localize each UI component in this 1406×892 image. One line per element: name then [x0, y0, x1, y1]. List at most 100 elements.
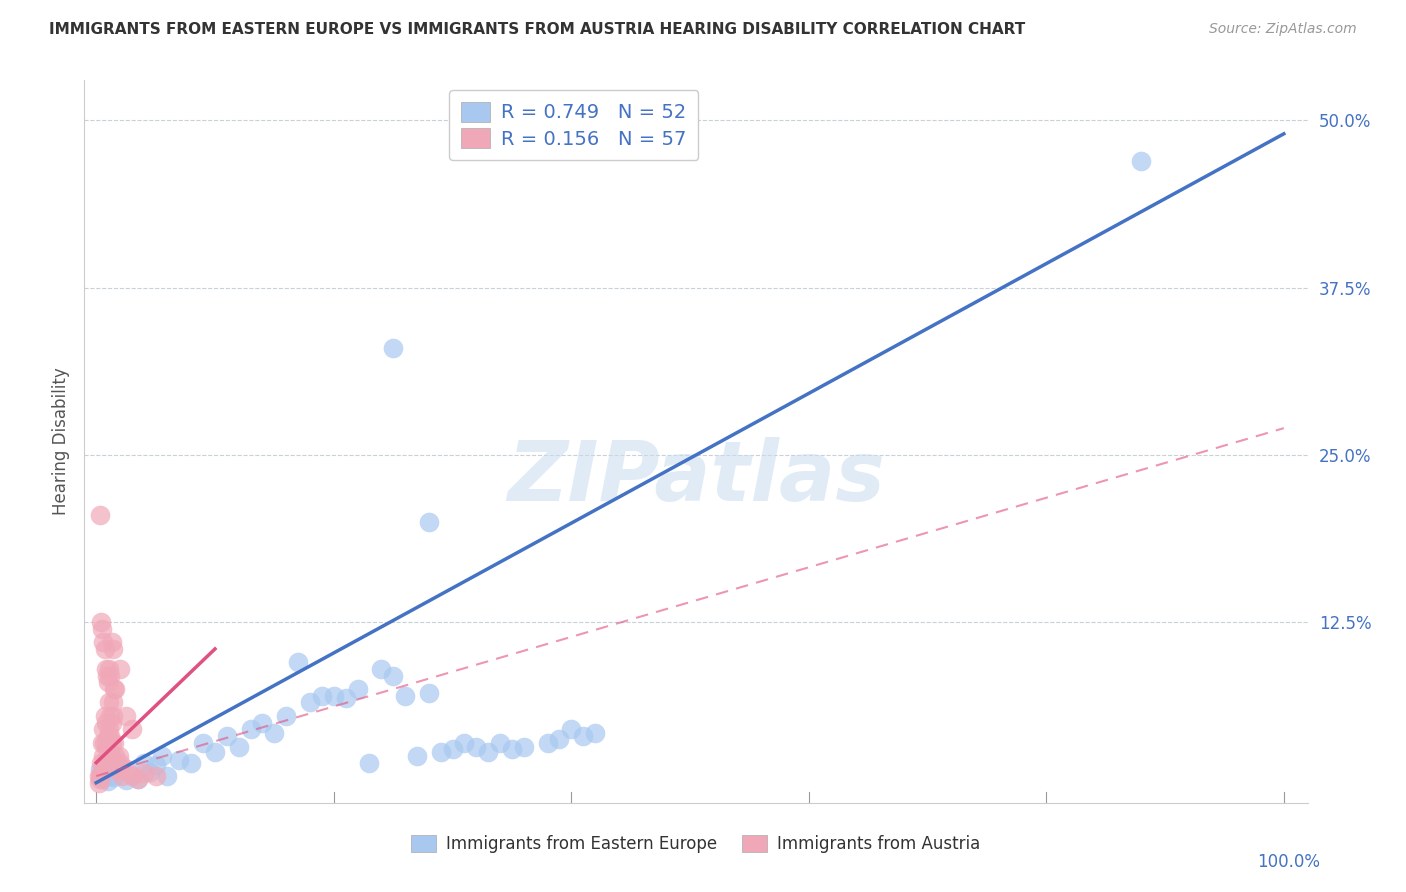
- Point: [145, 758, 167, 772]
- Point: [87, 776, 110, 790]
- Point: [138, 765, 160, 780]
- Point: [156, 769, 179, 783]
- Point: [418, 686, 440, 700]
- Point: [96, 715, 118, 730]
- Point: [94, 766, 117, 780]
- Point: [94, 735, 117, 749]
- Point: [101, 696, 124, 710]
- Text: Source: ZipAtlas.com: Source: ZipAtlas.com: [1209, 22, 1357, 37]
- Point: [263, 726, 285, 740]
- Point: [91, 749, 114, 764]
- Point: [287, 655, 309, 669]
- Point: [191, 735, 214, 749]
- Point: [560, 723, 582, 737]
- Point: [311, 689, 333, 703]
- Point: [228, 739, 250, 754]
- Point: [441, 742, 464, 756]
- Text: IMMIGRANTS FROM EASTERN EUROPE VS IMMIGRANTS FROM AUSTRIA HEARING DISABILITY COR: IMMIGRANTS FROM EASTERN EUROPE VS IMMIGR…: [49, 22, 1025, 37]
- Point: [100, 669, 122, 683]
- Point: [180, 756, 202, 770]
- Point: [100, 735, 122, 749]
- Point: [93, 735, 115, 749]
- Text: 100.0%: 100.0%: [1257, 854, 1320, 871]
- Point: [101, 715, 124, 730]
- Point: [100, 769, 122, 783]
- Point: [98, 723, 121, 737]
- Point: [239, 723, 262, 737]
- Point: [104, 762, 127, 776]
- Point: [276, 708, 298, 723]
- Point: [115, 708, 138, 723]
- Point: [1130, 153, 1153, 168]
- Point: [453, 735, 475, 749]
- Point: [96, 742, 118, 756]
- Point: [513, 739, 536, 754]
- Point: [489, 735, 512, 749]
- Point: [108, 662, 131, 676]
- Point: [394, 689, 416, 703]
- Point: [89, 762, 111, 776]
- Point: [90, 615, 112, 630]
- Y-axis label: Hearing Disability: Hearing Disability: [52, 368, 70, 516]
- Point: [346, 681, 368, 696]
- Point: [91, 622, 114, 636]
- Point: [89, 769, 111, 783]
- Point: [110, 762, 132, 776]
- Point: [97, 696, 120, 710]
- Point: [101, 642, 124, 657]
- Point: [91, 735, 114, 749]
- Point: [100, 635, 122, 649]
- Point: [97, 774, 120, 789]
- Point: [501, 742, 523, 756]
- Point: [145, 769, 167, 783]
- Point: [359, 756, 381, 770]
- Point: [335, 691, 357, 706]
- Point: [132, 756, 155, 770]
- Point: [465, 739, 488, 754]
- Point: [104, 749, 127, 764]
- Point: [93, 708, 115, 723]
- Point: [127, 772, 149, 786]
- Text: ZIPatlas: ZIPatlas: [508, 437, 884, 518]
- Legend: Immigrants from Eastern Europe, Immigrants from Austria: Immigrants from Eastern Europe, Immigran…: [405, 828, 987, 860]
- Point: [89, 769, 111, 783]
- Point: [382, 341, 405, 355]
- Point: [107, 762, 129, 776]
- Point: [121, 769, 143, 783]
- Point: [89, 508, 111, 523]
- Point: [252, 715, 274, 730]
- Point: [107, 749, 129, 764]
- Point: [94, 756, 117, 770]
- Point: [382, 669, 405, 683]
- Point: [96, 669, 118, 683]
- Point: [477, 745, 499, 759]
- Point: [100, 729, 122, 743]
- Point: [108, 756, 131, 770]
- Point: [536, 735, 558, 749]
- Point: [93, 723, 115, 737]
- Point: [108, 762, 131, 776]
- Point: [94, 662, 117, 676]
- Point: [298, 696, 321, 710]
- Point: [103, 771, 125, 785]
- Point: [91, 772, 114, 786]
- Point: [121, 723, 143, 737]
- Point: [104, 681, 127, 696]
- Point: [150, 749, 173, 764]
- Point: [97, 756, 120, 770]
- Point: [121, 767, 143, 781]
- Point: [406, 749, 429, 764]
- Point: [90, 756, 112, 770]
- Point: [96, 729, 118, 743]
- Point: [103, 708, 125, 723]
- Point: [90, 762, 112, 776]
- Point: [115, 772, 138, 788]
- Point: [548, 731, 571, 746]
- Point: [93, 642, 115, 657]
- Point: [127, 772, 149, 786]
- Point: [97, 675, 120, 690]
- Point: [429, 745, 451, 759]
- Point: [583, 726, 606, 740]
- Point: [322, 689, 344, 703]
- Point: [572, 729, 595, 743]
